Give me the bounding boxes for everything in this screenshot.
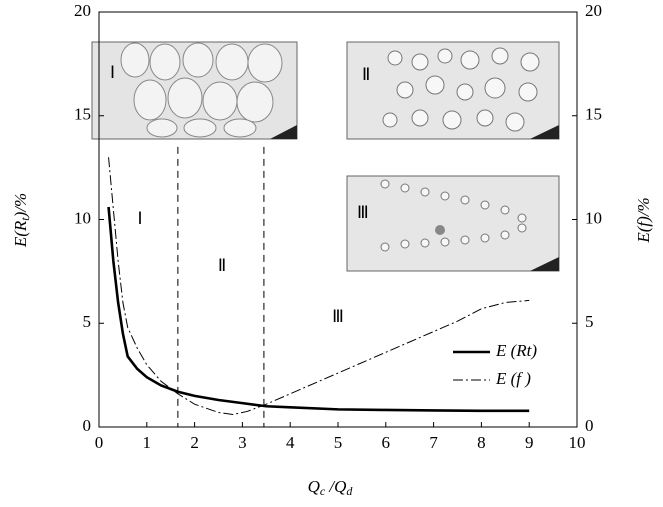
y-tick-label: 20: [74, 1, 91, 20]
x-tick-label: 5: [334, 433, 343, 452]
y-tick-label: 15: [74, 105, 91, 124]
y2-tick-label: 5: [585, 312, 594, 331]
y2-tick-label: 0: [585, 416, 594, 435]
series-line: [107, 206, 530, 413]
x-tick-label: 10: [569, 433, 586, 452]
y-axis-label: E(Rt)/%: [11, 193, 32, 248]
inset-label: Ⅰ: [110, 63, 115, 82]
inset-1: Ⅰ: [91, 41, 298, 140]
legend-label: E (f ): [495, 369, 531, 388]
y2-tick-label: 10: [585, 208, 602, 227]
x-tick-label: 8: [477, 433, 486, 452]
region-label: Ⅱ: [218, 256, 226, 275]
x-axis-label: Qc /Qd: [308, 477, 354, 498]
inset-label: Ⅱ: [362, 65, 370, 84]
y2-axis-label: E(f)/%: [634, 197, 653, 243]
y-tick-label: 0: [83, 416, 92, 435]
y2-tick-label: 15: [585, 105, 602, 124]
inset-3: Ⅲ: [346, 175, 560, 272]
legend-label: E (Rt): [495, 341, 537, 360]
series-line: [108, 157, 530, 416]
x-tick-label: 7: [429, 433, 438, 452]
region-label: Ⅲ: [332, 307, 344, 326]
inset-2: Ⅱ: [346, 41, 560, 140]
x-tick-label: 0: [95, 433, 104, 452]
y2-tick-label: 20: [585, 1, 602, 20]
x-tick-label: 6: [382, 433, 391, 452]
x-tick-label: 1: [143, 433, 152, 452]
y-tick-label: 10: [74, 208, 91, 227]
x-tick-label: 9: [525, 433, 534, 452]
x-tick-label: 4: [286, 433, 295, 452]
region-label: Ⅰ: [137, 209, 142, 228]
x-tick-label: 3: [238, 433, 247, 452]
inset-label: Ⅲ: [357, 203, 369, 222]
y-tick-label: 5: [83, 312, 92, 331]
x-tick-label: 2: [190, 433, 199, 452]
